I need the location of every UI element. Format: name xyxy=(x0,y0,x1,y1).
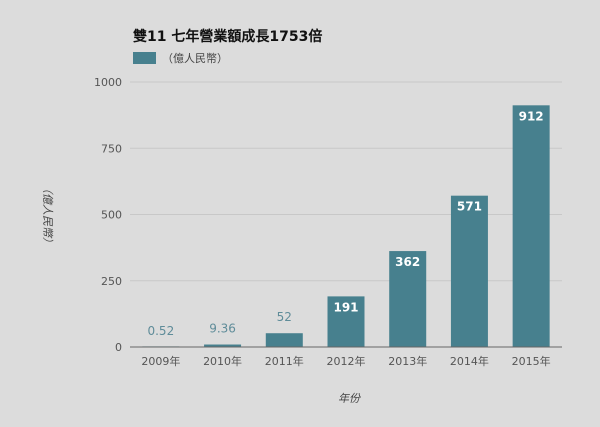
data-label: 571 xyxy=(457,200,482,214)
y-tick-label: 0 xyxy=(115,341,122,354)
x-tick-label: 2012年 xyxy=(327,354,366,368)
x-tick-label: 2014年 xyxy=(450,354,489,368)
bar xyxy=(327,296,365,347)
legend-label: （億人民幣） xyxy=(162,52,228,65)
data-label: 362 xyxy=(395,255,420,269)
x-tick-label: 2015年 xyxy=(512,354,551,368)
x-tick-label: 2009年 xyxy=(141,354,180,368)
data-label: 912 xyxy=(519,109,544,123)
data-label: 9.36 xyxy=(209,322,236,336)
bar xyxy=(265,333,303,347)
legend: （億人民幣） xyxy=(133,52,228,65)
y-axis-title: （億人民幣） xyxy=(41,182,54,248)
y-axis-ticks: 0 250 500 750 1000 xyxy=(94,76,122,354)
bar xyxy=(389,251,427,347)
data-label: 0.52 xyxy=(147,324,174,338)
x-axis-title: 年份 xyxy=(338,392,361,405)
data-label: 52 xyxy=(277,310,292,324)
bar xyxy=(512,105,550,347)
y-tick-label: 750 xyxy=(101,142,122,155)
y-tick-label: 500 xyxy=(101,209,122,222)
bar xyxy=(450,195,488,347)
data-label: 191 xyxy=(333,300,358,314)
x-axis-ticks: 2009年 2010年 2011年 2012年 2013年 2014年 2015年 xyxy=(141,354,550,368)
x-tick-label: 2010年 xyxy=(203,354,242,368)
y-tick-label: 250 xyxy=(101,275,122,288)
gridlines xyxy=(130,81,562,282)
legend-swatch xyxy=(133,52,156,64)
chart-title: 雙11 七年營業額成長1753倍 xyxy=(133,28,322,45)
data-labels: 0.52 9.36 52 191 362 571 912 xyxy=(147,109,543,338)
bar xyxy=(204,344,242,347)
bars xyxy=(142,105,550,347)
x-tick-label: 2013年 xyxy=(388,354,427,368)
y-tick-label: 1000 xyxy=(94,76,122,89)
x-tick-label: 2011年 xyxy=(265,354,304,368)
